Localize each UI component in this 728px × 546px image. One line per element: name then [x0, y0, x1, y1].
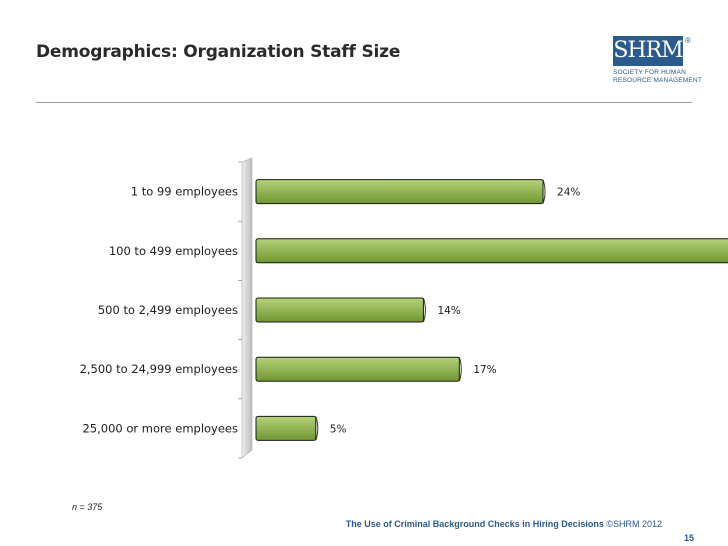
value-label-2-500-to-24-999-employees: 17%: [473, 364, 496, 376]
page-title: Demographics: Organization Staff Size: [36, 42, 401, 62]
sample-size-note: n = 375: [72, 502, 103, 512]
bar-25-000-or-more-employees: [255, 415, 317, 441]
category-label-100-to-499-employees: 100 to 499 employees: [109, 244, 238, 258]
value-label-1-to-99-employees: 24%: [557, 187, 580, 199]
axis-wall: [241, 157, 253, 459]
bar-edge-1-to-99-employees: [542, 179, 546, 204]
title-divider: [36, 102, 692, 103]
category-label-2-500-to-24-999-employees: 2,500 to 24,999 employees: [80, 362, 238, 376]
bar-2-500-to-24-999-employees: [255, 356, 460, 382]
bar-edge-500-to-2-499-employees: [422, 297, 426, 323]
logo-mark: SHRM: [613, 36, 684, 66]
shrm-logo: SHRM ® SOCIETY FOR HUMAN RESOURCE MANAGE…: [613, 36, 703, 92]
bar-edge-2-500-to-24-999-employees: [458, 357, 462, 382]
footer-citation: The Use of Criminal Background Checks in…: [346, 519, 662, 529]
bar-500-to-2-499-employees: [255, 297, 424, 323]
category-label-25-000-or-more-employees: 25,000 or more employees: [82, 421, 238, 435]
footer-title: The Use of Criminal Background Checks in…: [345, 519, 604, 529]
page-number: 15: [683, 533, 694, 543]
category-label-500-to-2-499-employees: 500 to 2,499 employees: [98, 303, 238, 317]
logo-line-2: RESOURCE MANAGEMENT: [613, 77, 703, 84]
value-label-25-000-or-more-employees: 5%: [330, 423, 347, 435]
registered-mark: ®: [685, 36, 691, 45]
bar-1-to-99-employees: [255, 179, 544, 205]
footer-copyright: ©SHRM 2012: [606, 519, 662, 529]
bar-100-to-499-employees: [255, 238, 728, 264]
bar-edge-25-000-or-more-employees: [315, 416, 319, 441]
value-label-500-to-2-499-employees: 14%: [437, 305, 460, 317]
logo-line-1: SOCIETY FOR HUMAN: [613, 69, 686, 76]
category-label-1-to-99-employees: 1 to 99 employees: [131, 185, 238, 199]
